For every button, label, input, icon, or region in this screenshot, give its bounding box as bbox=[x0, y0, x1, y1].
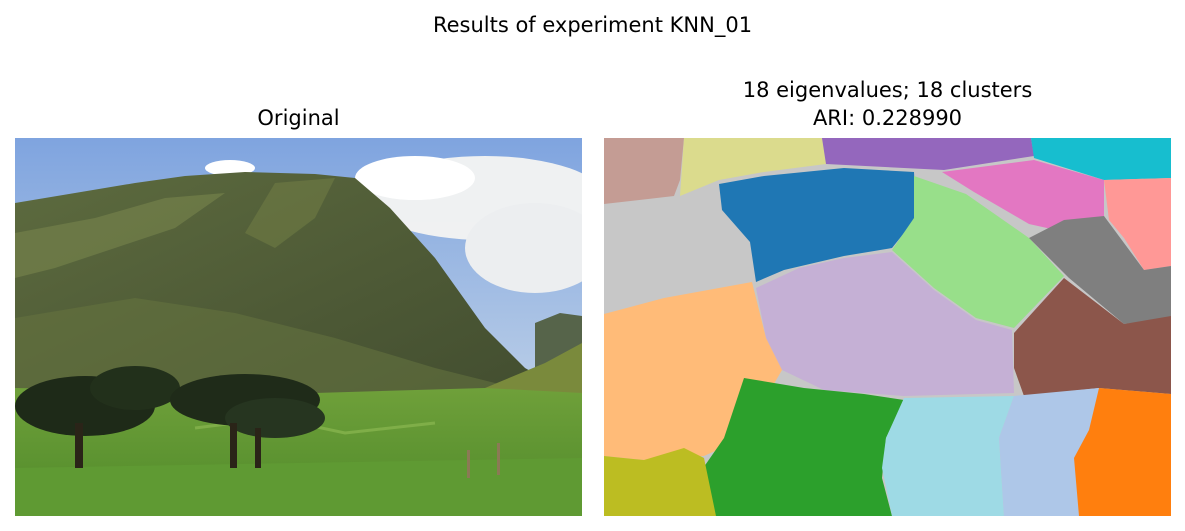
segmentation-panel-title-line2: ARI: 0.228990 bbox=[812, 106, 963, 130]
segmentation-image bbox=[604, 138, 1171, 516]
original-panel-title: Original bbox=[257, 106, 340, 130]
original-image bbox=[15, 138, 582, 516]
segmentation-panel-title-line1: 18 eigenvalues; 18 clusters bbox=[742, 78, 1033, 102]
figure-suptitle: Results of experiment KNN_01 bbox=[432, 13, 753, 37]
